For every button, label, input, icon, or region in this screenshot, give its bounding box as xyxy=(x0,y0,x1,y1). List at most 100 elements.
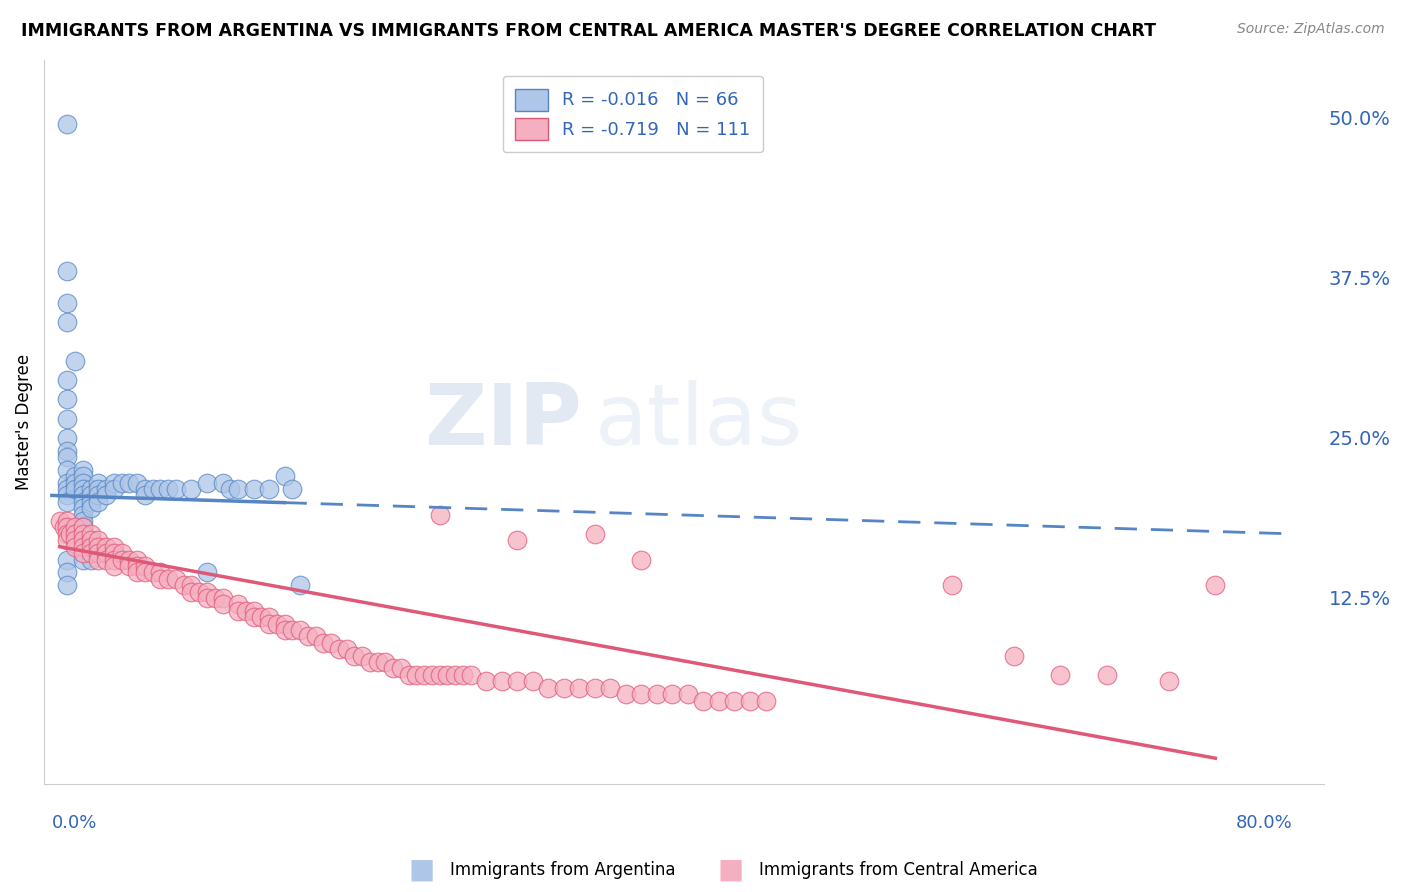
Text: Immigrants from Argentina: Immigrants from Argentina xyxy=(450,861,675,879)
Point xyxy=(63,482,86,496)
Point xyxy=(281,623,304,637)
Point xyxy=(235,604,257,618)
Point xyxy=(707,693,730,707)
Point xyxy=(72,482,94,496)
Point xyxy=(134,566,156,580)
Point xyxy=(56,450,79,464)
Text: Source: ZipAtlas.com: Source: ZipAtlas.com xyxy=(1237,22,1385,37)
Point xyxy=(56,578,79,592)
Point xyxy=(72,514,94,528)
Point xyxy=(79,540,101,554)
Point xyxy=(56,533,79,548)
Point xyxy=(460,668,482,682)
Point xyxy=(111,475,134,490)
Point xyxy=(211,598,233,612)
Point xyxy=(103,540,125,554)
Point xyxy=(53,520,76,534)
Point xyxy=(103,546,125,560)
Point xyxy=(352,648,374,663)
Point xyxy=(79,488,101,502)
Point xyxy=(56,482,79,496)
Point xyxy=(111,552,134,566)
Point xyxy=(242,610,264,624)
Point xyxy=(72,469,94,483)
Point xyxy=(134,482,156,496)
Point xyxy=(1157,674,1180,689)
Point xyxy=(661,687,683,701)
Point xyxy=(382,661,405,675)
Point xyxy=(127,552,149,566)
Point xyxy=(398,668,420,682)
Point xyxy=(72,508,94,522)
Point xyxy=(118,475,141,490)
Point xyxy=(941,578,963,592)
Point xyxy=(1002,648,1025,663)
Point xyxy=(79,552,101,566)
Point xyxy=(63,540,86,554)
Point xyxy=(96,488,118,502)
Y-axis label: Master's Degree: Master's Degree xyxy=(15,353,32,490)
Point xyxy=(149,566,172,580)
Point xyxy=(79,482,101,496)
Point xyxy=(188,584,211,599)
Point xyxy=(180,482,202,496)
Point xyxy=(273,469,295,483)
Point xyxy=(583,681,606,695)
Point xyxy=(180,584,202,599)
Point xyxy=(87,533,110,548)
Point xyxy=(723,693,745,707)
Point xyxy=(56,520,79,534)
Point xyxy=(195,566,218,580)
Point xyxy=(226,482,249,496)
Point xyxy=(56,431,79,445)
Point xyxy=(226,598,249,612)
Point xyxy=(266,616,288,631)
Point xyxy=(343,648,366,663)
Point xyxy=(72,552,94,566)
Point xyxy=(257,482,280,496)
Point xyxy=(257,610,280,624)
Point xyxy=(1049,668,1071,682)
Point xyxy=(242,604,264,618)
Point xyxy=(429,508,451,522)
Point xyxy=(59,527,82,541)
Point xyxy=(692,693,714,707)
Point xyxy=(72,501,94,516)
Point xyxy=(56,117,79,131)
Point xyxy=(304,629,326,643)
Point xyxy=(72,463,94,477)
Point xyxy=(242,482,264,496)
Point xyxy=(63,469,86,483)
Point xyxy=(219,482,242,496)
Point xyxy=(72,533,94,548)
Point xyxy=(754,693,776,707)
Text: atlas: atlas xyxy=(595,380,803,463)
Point xyxy=(72,488,94,502)
Point xyxy=(87,482,110,496)
Point xyxy=(103,558,125,573)
Point xyxy=(297,629,319,643)
Point xyxy=(63,520,86,534)
Legend: R = -0.016   N = 66, R = -0.719   N = 111: R = -0.016 N = 66, R = -0.719 N = 111 xyxy=(502,76,763,153)
Point xyxy=(1204,578,1226,592)
Point xyxy=(48,514,70,528)
Point xyxy=(288,578,311,592)
Point xyxy=(56,392,79,407)
Point xyxy=(405,668,427,682)
Point xyxy=(118,558,141,573)
Point xyxy=(96,552,118,566)
Point xyxy=(56,373,79,387)
Point xyxy=(226,604,249,618)
Point xyxy=(491,674,513,689)
Point xyxy=(250,610,273,624)
Point xyxy=(127,566,149,580)
Point xyxy=(211,591,233,605)
Point xyxy=(389,661,412,675)
Point xyxy=(56,443,79,458)
Point xyxy=(645,687,668,701)
Point xyxy=(72,475,94,490)
Point xyxy=(56,552,79,566)
Point xyxy=(87,540,110,554)
Point xyxy=(72,520,94,534)
Point xyxy=(195,584,218,599)
